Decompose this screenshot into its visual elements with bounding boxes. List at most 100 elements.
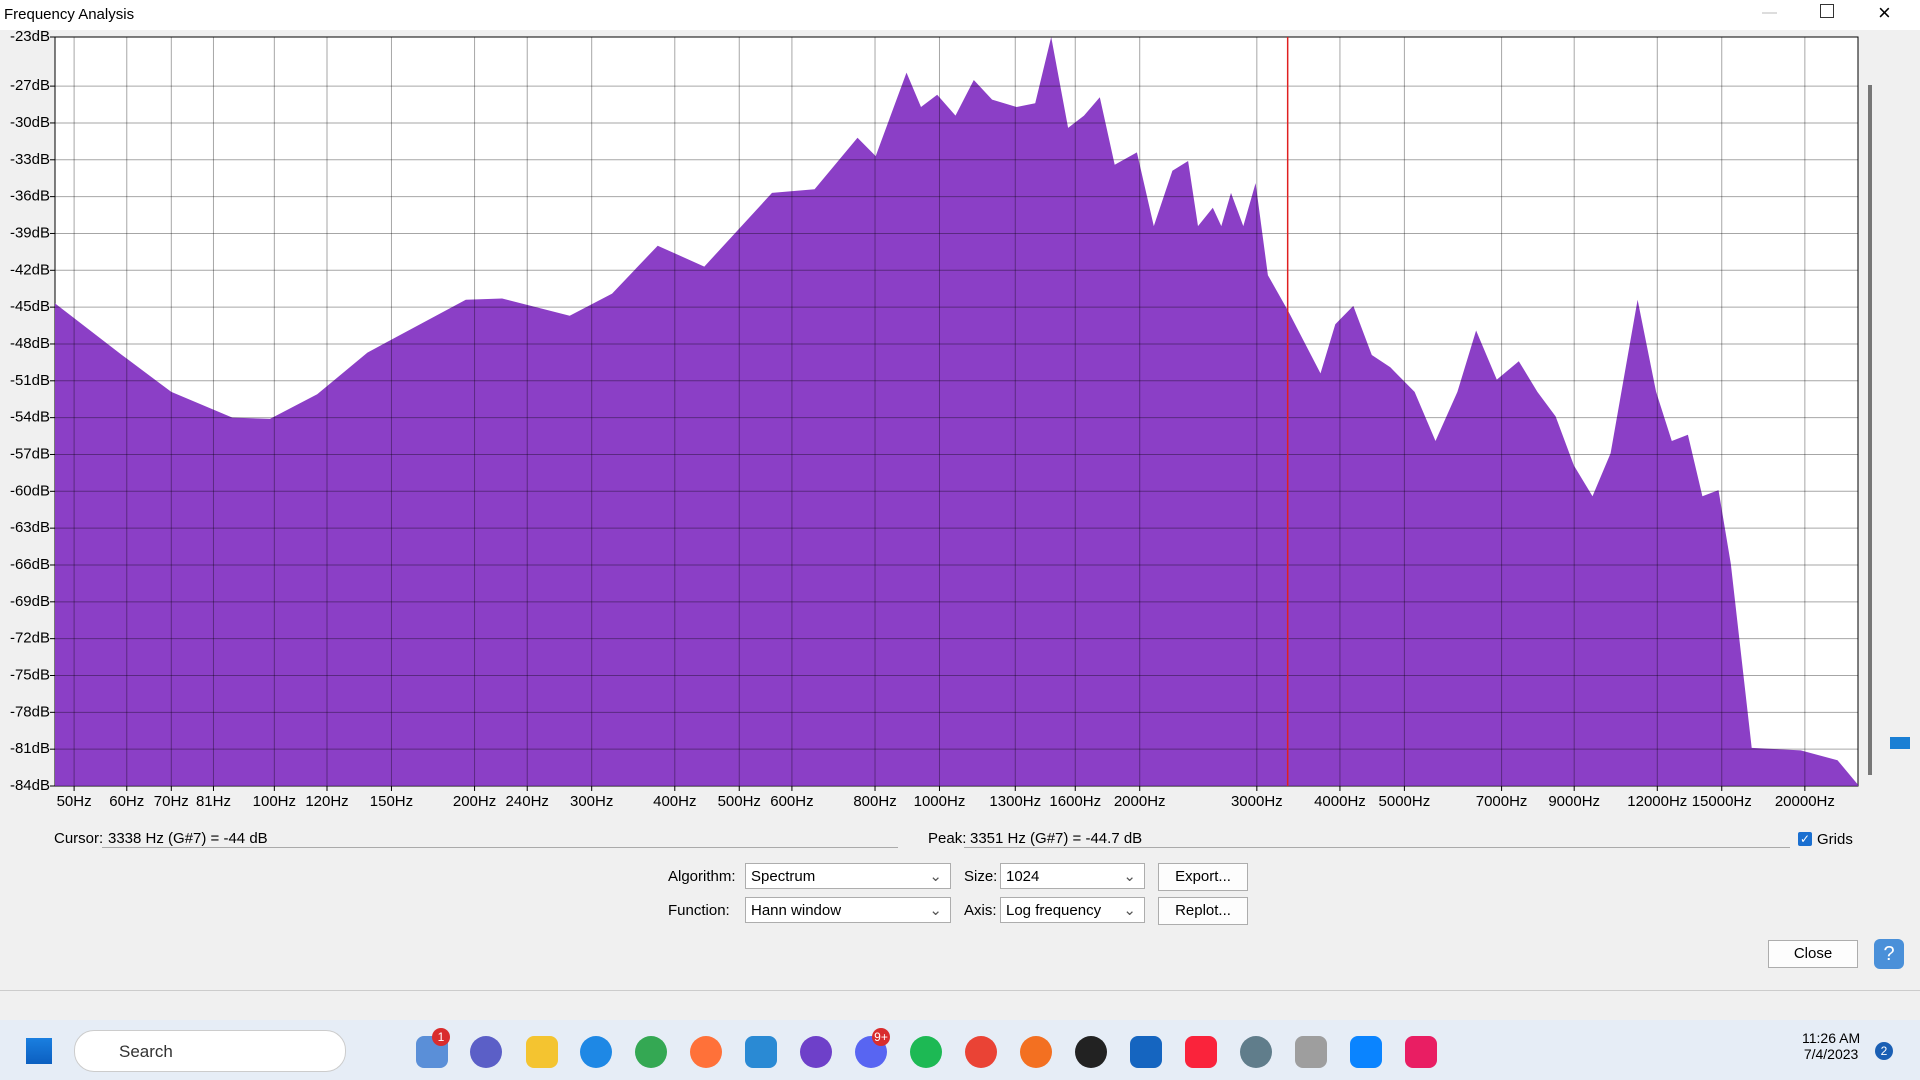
replot-button[interactable]: Replot... [1158, 897, 1248, 925]
function-value: Hann window [751, 902, 842, 919]
x-tick-label: 15000Hz [1692, 793, 1752, 810]
cursor-label: Cursor: [54, 830, 104, 847]
y-tick-label: -69dB [10, 593, 50, 610]
x-tick-label: 1300Hz [989, 793, 1041, 810]
x-tick-label: 120Hz [305, 793, 348, 810]
close-button[interactable]: Close [1768, 940, 1858, 968]
clock: 11:26 AM 7/4/2023 [1802, 1030, 1860, 1062]
app-icon[interactable] [580, 1036, 612, 1068]
x-tick-label: 300Hz [570, 793, 613, 810]
x-tick-label: 600Hz [770, 793, 813, 810]
app-icon[interactable] [910, 1036, 942, 1068]
axis-value: Log frequency [1006, 902, 1102, 919]
x-tick-label: 70Hz [154, 793, 189, 810]
y-tick-label: -81dB [10, 740, 50, 757]
x-tick-label: 9000Hz [1548, 793, 1600, 810]
y-tick-label: -63dB [10, 519, 50, 536]
x-tick-label: 800Hz [853, 793, 896, 810]
app-icon[interactable] [690, 1036, 722, 1068]
app-icon[interactable] [1405, 1036, 1437, 1068]
notification-badge: 2 [1875, 1042, 1893, 1060]
size-label: Size: [964, 868, 998, 885]
start-button[interactable] [26, 1038, 52, 1064]
function-select[interactable]: Hann window ⌄ [745, 897, 951, 923]
audacity-icon[interactable] [1020, 1036, 1052, 1068]
x-tick-label: 150Hz [370, 793, 413, 810]
search-text: Search [119, 1042, 173, 1061]
y-tick-label: -42dB [10, 261, 50, 278]
y-tick-label: -54dB [10, 409, 50, 426]
y-tick-label: -27dB [10, 77, 50, 94]
algorithm-select[interactable]: Spectrum ⌄ [745, 863, 951, 889]
app-icon[interactable] [1185, 1036, 1217, 1068]
grids-checkbox[interactable]: ✓ [1798, 832, 1812, 846]
x-tick-label: 400Hz [653, 793, 696, 810]
y-tick-label: -30dB [10, 114, 50, 131]
algorithm-value: Spectrum [751, 868, 816, 885]
search-box[interactable]: Search [74, 1030, 346, 1072]
discord-badge: 9+ [872, 1028, 890, 1046]
y-tick-label: -84dB [10, 777, 50, 794]
y-tick-label: -75dB [10, 666, 50, 683]
x-tick-label: 5000Hz [1379, 793, 1431, 810]
size-value: 1024 [1006, 868, 1040, 885]
app-icon[interactable] [470, 1036, 502, 1068]
x-tick-label: 4000Hz [1314, 793, 1366, 810]
spectrum-chart: -23dB -27dB -30dB -33dB -36dB -39dB -42dB -45dB… [10, 30, 1910, 810]
app-icon[interactable] [635, 1036, 667, 1068]
close-window[interactable]: × [1878, 0, 1891, 25]
y-tick-label: -51dB [10, 372, 50, 389]
help-button[interactable]: ? [1874, 939, 1904, 969]
grids-label: Grids [1817, 831, 1853, 848]
app-icon[interactable] [965, 1036, 997, 1068]
size-select[interactable]: 1024 ⌄ [1000, 863, 1145, 889]
x-tick-label: 20000Hz [1775, 793, 1835, 810]
weather-badge: 1 [432, 1028, 450, 1046]
y-tick-label: -36dB [10, 188, 50, 205]
taskbar: Search 11:26 AM 7/4/2023 2 [0, 1020, 1920, 1080]
y-tick-label: -48dB [10, 335, 50, 352]
axis-label: Axis: [964, 902, 997, 919]
app-icon[interactable] [1130, 1036, 1162, 1068]
x-tick-label: 50Hz [57, 793, 92, 810]
zoom-slider[interactable] [1868, 85, 1872, 775]
date: 7/4/2023 [1803, 1046, 1859, 1062]
minimize[interactable]: — [1762, 4, 1777, 21]
export-button[interactable]: Export... [1158, 863, 1248, 891]
y-tick-label: -23dB [10, 30, 50, 45]
x-tick-label: 1000Hz [914, 793, 966, 810]
y-tick-label: -72dB [10, 630, 50, 647]
y-tick-label: -60dB [10, 482, 50, 499]
cursor-value: 3338 Hz (G#7) = -44 dB [102, 830, 898, 848]
app-icon[interactable] [1295, 1036, 1327, 1068]
peak-value: 3351 Hz (G#7) = -44.7 dB [964, 830, 1790, 848]
algorithm-label: Algorithm: [668, 868, 736, 885]
zoom-handle[interactable] [1890, 737, 1910, 749]
x-tick-label: 200Hz [453, 793, 496, 810]
x-tick-label: 100Hz [253, 793, 296, 810]
x-tick-label: 240Hz [506, 793, 549, 810]
y-tick-label: -45dB [10, 298, 50, 315]
x-tick-label: 3000Hz [1231, 793, 1283, 810]
app-icon[interactable] [1075, 1036, 1107, 1068]
y-tick-label: -78dB [10, 703, 50, 720]
app-icon[interactable] [800, 1036, 832, 1068]
x-tick-label: 2000Hz [1114, 793, 1166, 810]
app-icon[interactable] [745, 1036, 777, 1068]
time: 11:26 AM [1802, 1030, 1861, 1046]
axis-select[interactable]: Log frequency ⌄ [1000, 897, 1145, 923]
app-icon[interactable] [526, 1036, 558, 1068]
x-tick-label: 500Hz [718, 793, 761, 810]
y-tick-label: -66dB [10, 556, 50, 573]
app-icon[interactable] [1240, 1036, 1272, 1068]
divider [0, 990, 1920, 991]
peak-label: Peak: [928, 830, 967, 847]
x-tick-label: 12000Hz [1627, 793, 1687, 810]
restore[interactable] [1820, 4, 1834, 18]
app-icon[interactable] [1350, 1036, 1382, 1068]
spectrum-area [55, 37, 1858, 786]
x-tick-label: 60Hz [109, 793, 144, 810]
window-title: Frequency Analysis [4, 6, 135, 23]
title-bar: Frequency Analysis — × [0, 0, 1920, 30]
